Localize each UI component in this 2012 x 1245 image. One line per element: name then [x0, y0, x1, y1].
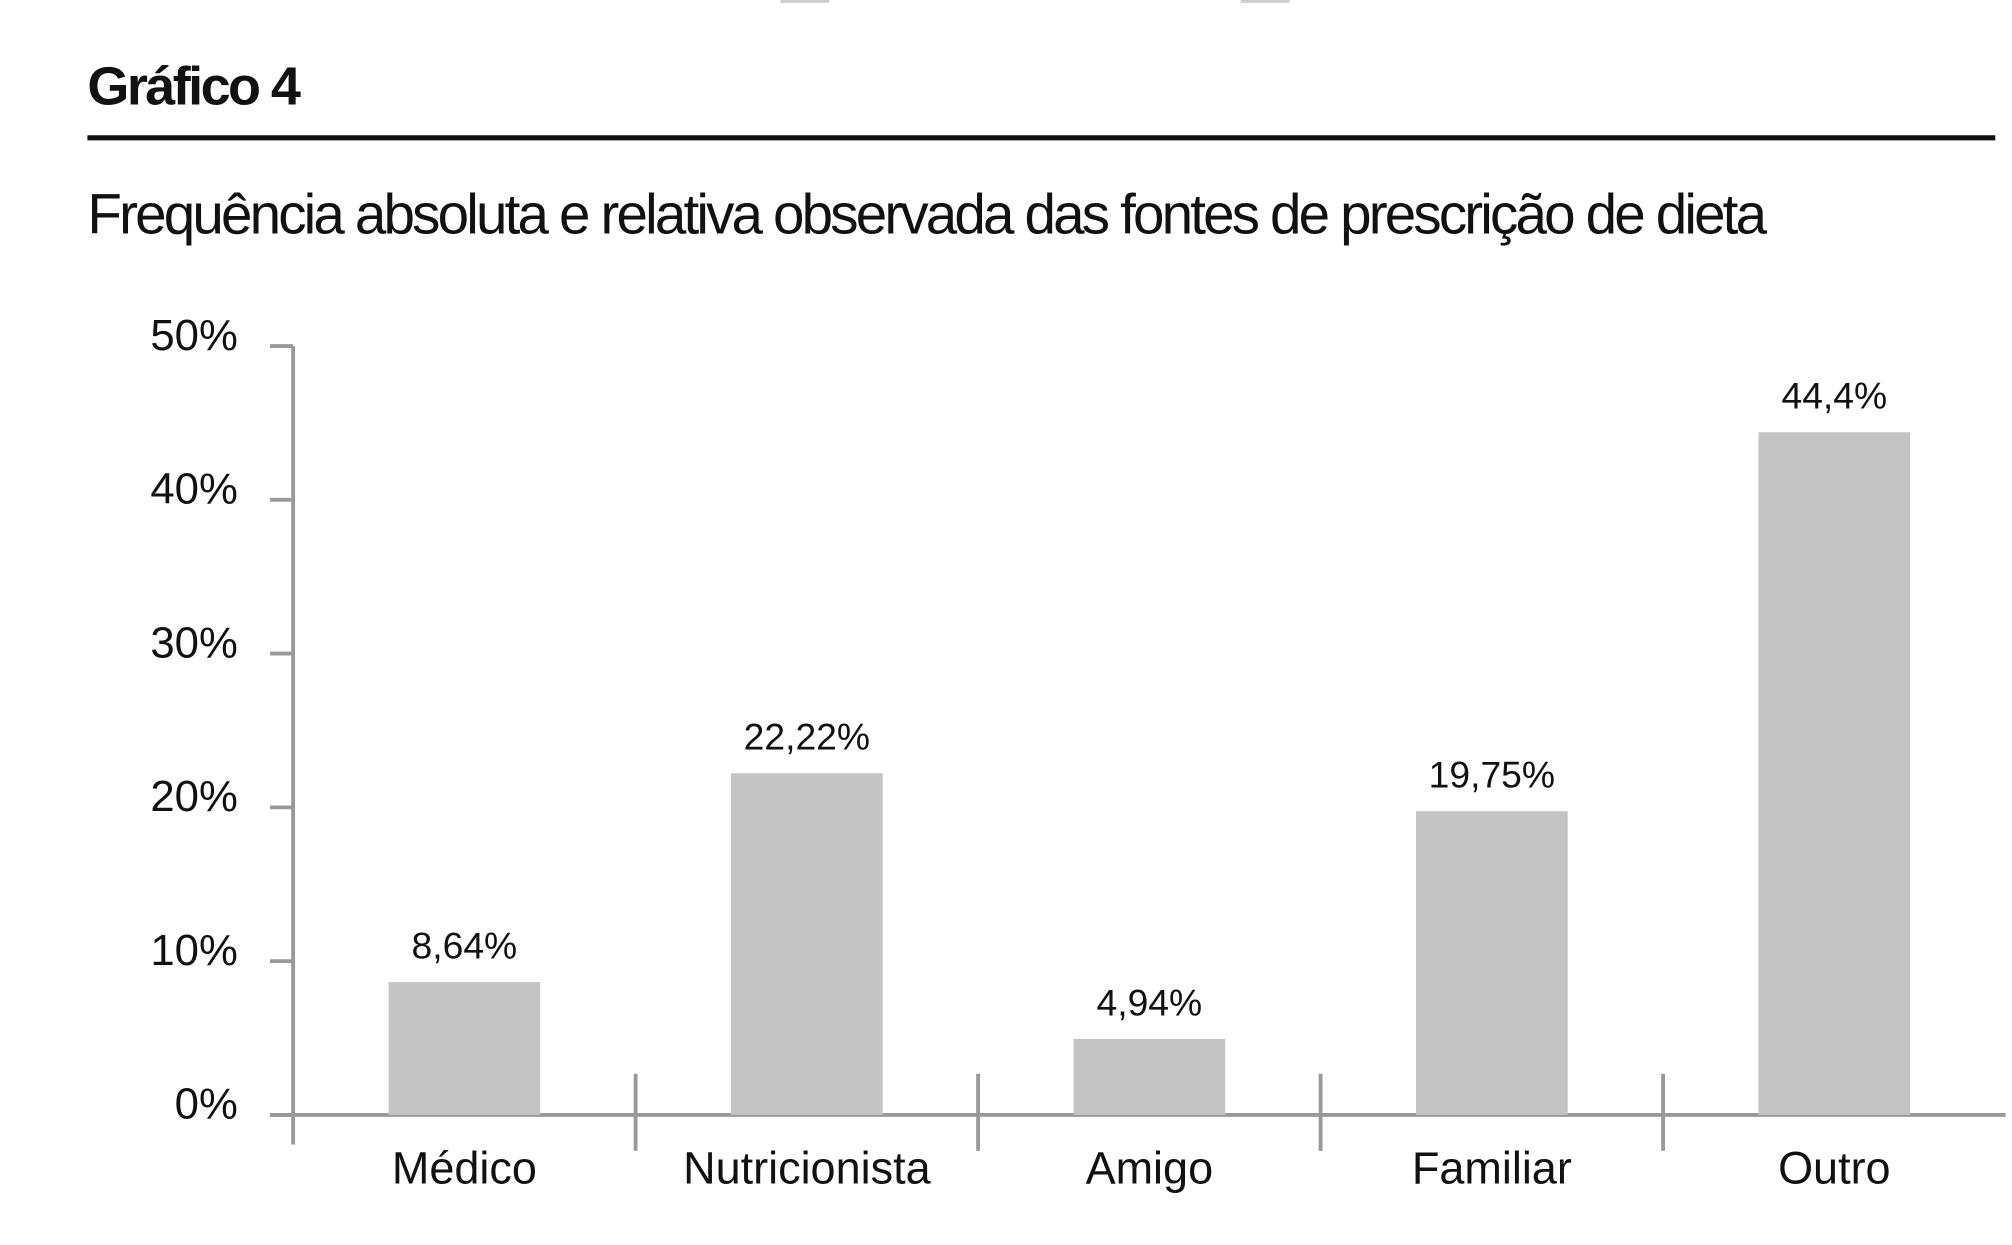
y-tick-label: 20%	[150, 772, 237, 821]
value-label: 44,4%	[1781, 375, 1887, 417]
legend-label: Sim	[868, 0, 943, 9]
legend-swatch	[780, 0, 830, 3]
x-tick-label: Familiar	[1412, 1142, 1572, 1193]
value-label: 8,64%	[412, 924, 518, 966]
value-label: 19,75%	[1429, 754, 1555, 796]
legend-label: Não	[1324, 0, 1404, 9]
bar	[1073, 1038, 1226, 1115]
y-tick-label: 50%	[150, 311, 237, 360]
x-tick-label: Amigo	[1086, 1142, 1214, 1193]
title-rule	[87, 135, 1996, 141]
x-tick-label: Nutricionista	[683, 1142, 931, 1193]
x-tick-label: Outro	[1778, 1142, 1891, 1193]
legend-swatch	[1240, 0, 1290, 3]
value-label: 22,22%	[744, 716, 870, 758]
y-tick-label: 30%	[150, 618, 237, 667]
x-tick-label: Médico	[392, 1142, 537, 1193]
y-tick-label: 10%	[150, 926, 237, 975]
chart-subtitle: Frequência absoluta e relativa observada…	[87, 183, 1767, 246]
value-label: 4,94%	[1097, 981, 1203, 1023]
y-tick-label: 40%	[150, 465, 237, 514]
chart-title: Gráfico 4	[87, 57, 300, 117]
y-tick-label: 0%	[175, 1080, 238, 1129]
bar	[1415, 811, 1568, 1115]
bar	[731, 773, 883, 1115]
bar	[388, 982, 541, 1115]
bar	[1758, 432, 1911, 1115]
